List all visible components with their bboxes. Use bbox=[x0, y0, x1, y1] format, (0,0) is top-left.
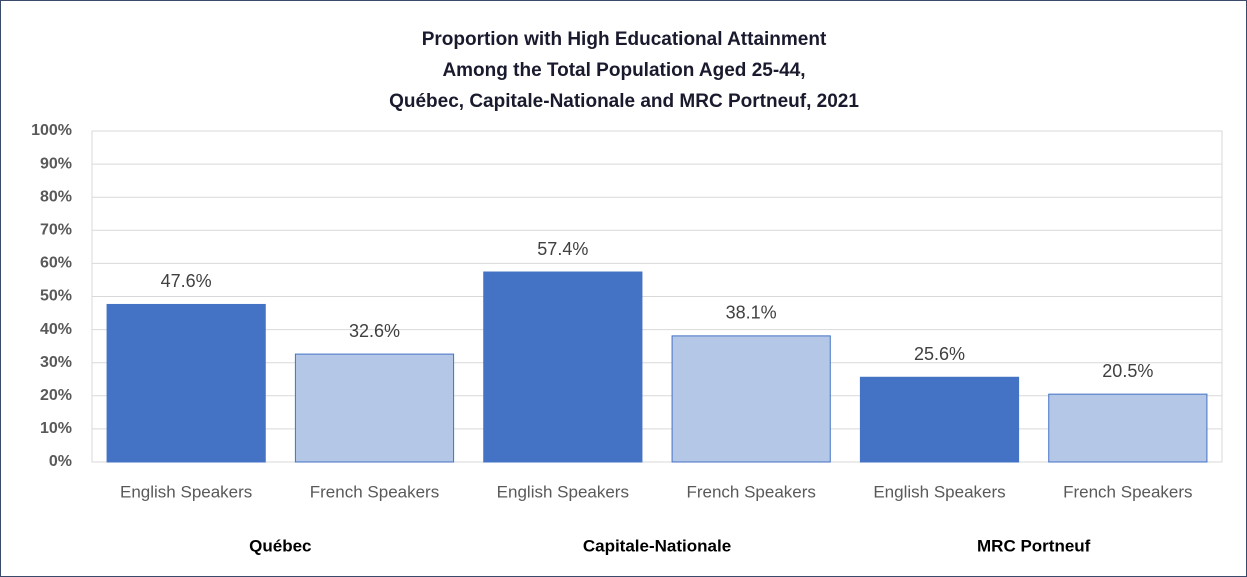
y-tick-label: 70% bbox=[40, 222, 72, 239]
x-tick-label: English Speakers bbox=[873, 482, 1005, 501]
x-tick-label: French Speakers bbox=[686, 482, 815, 501]
y-tick-label: 80% bbox=[40, 188, 72, 205]
bar bbox=[1048, 393, 1208, 463]
y-tick-label: 40% bbox=[40, 321, 72, 338]
data-label: 57.4% bbox=[537, 239, 588, 259]
bar bbox=[483, 271, 643, 463]
x-tick-label: English Speakers bbox=[497, 482, 629, 501]
group-label: MRC Portneuf bbox=[977, 536, 1091, 555]
y-tick-label: 90% bbox=[40, 155, 72, 172]
data-label: 20.5% bbox=[1102, 361, 1153, 381]
data-label: 47.6% bbox=[161, 271, 212, 291]
group-label: Capitale-Nationale bbox=[583, 536, 731, 555]
group-label: Québec bbox=[249, 536, 311, 555]
data-label: 25.6% bbox=[914, 344, 965, 364]
chart-title: Proportion with High Educational Attainm… bbox=[422, 29, 827, 50]
y-tick-label: 30% bbox=[40, 354, 72, 371]
y-tick-label: 100% bbox=[31, 122, 72, 139]
bar bbox=[106, 303, 266, 463]
y-tick-label: 60% bbox=[40, 255, 72, 272]
bar bbox=[671, 335, 831, 463]
data-label: 38.1% bbox=[726, 303, 777, 323]
y-tick-label: 10% bbox=[40, 420, 72, 437]
chart-title: Among the Total Population Aged 25-44, bbox=[442, 60, 805, 81]
x-tick-label: English Speakers bbox=[120, 482, 252, 501]
x-tick-label: French Speakers bbox=[310, 482, 439, 501]
y-tick-label: 20% bbox=[40, 387, 72, 404]
bar bbox=[294, 353, 455, 463]
bar bbox=[859, 376, 1020, 463]
x-tick-label: French Speakers bbox=[1063, 482, 1192, 501]
y-tick-label: 0% bbox=[49, 453, 72, 470]
data-label: 32.6% bbox=[349, 321, 400, 341]
chart-title: Québec, Capitale-Nationale and MRC Portn… bbox=[389, 91, 859, 112]
y-tick-label: 50% bbox=[40, 288, 72, 305]
